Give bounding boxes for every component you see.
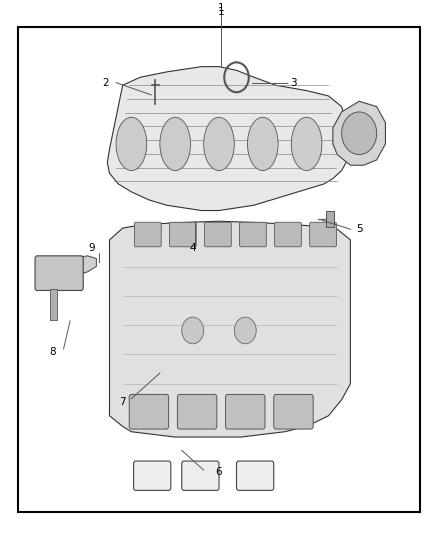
Text: 5: 5 — [356, 224, 363, 234]
Polygon shape — [333, 101, 385, 165]
Text: 2: 2 — [102, 78, 109, 87]
Circle shape — [182, 317, 204, 344]
FancyBboxPatch shape — [182, 461, 219, 490]
Polygon shape — [44, 256, 96, 281]
FancyBboxPatch shape — [35, 256, 83, 290]
Circle shape — [342, 112, 377, 155]
Text: 3: 3 — [290, 78, 297, 87]
FancyBboxPatch shape — [240, 222, 266, 247]
Text: 8: 8 — [49, 347, 56, 357]
Bar — [50, 289, 57, 320]
Text: 6: 6 — [215, 467, 223, 477]
Ellipse shape — [291, 117, 322, 171]
Text: 1: 1 — [218, 7, 225, 17]
FancyBboxPatch shape — [237, 461, 274, 490]
Ellipse shape — [116, 117, 147, 171]
FancyBboxPatch shape — [274, 394, 313, 429]
FancyBboxPatch shape — [310, 222, 336, 247]
FancyBboxPatch shape — [134, 461, 171, 490]
Ellipse shape — [160, 117, 191, 171]
Text: 7: 7 — [119, 398, 126, 407]
Polygon shape — [110, 221, 350, 437]
FancyBboxPatch shape — [177, 394, 217, 429]
FancyBboxPatch shape — [134, 222, 161, 247]
Circle shape — [234, 317, 256, 344]
FancyBboxPatch shape — [226, 394, 265, 429]
Text: 4: 4 — [189, 243, 196, 253]
FancyBboxPatch shape — [129, 394, 169, 429]
Ellipse shape — [247, 117, 278, 171]
Text: 1: 1 — [218, 3, 225, 13]
FancyBboxPatch shape — [205, 222, 231, 247]
Text: 9: 9 — [88, 243, 95, 253]
Ellipse shape — [204, 117, 234, 171]
FancyBboxPatch shape — [170, 222, 196, 247]
Bar — [326, 211, 334, 227]
Polygon shape — [107, 67, 350, 211]
FancyBboxPatch shape — [275, 222, 301, 247]
